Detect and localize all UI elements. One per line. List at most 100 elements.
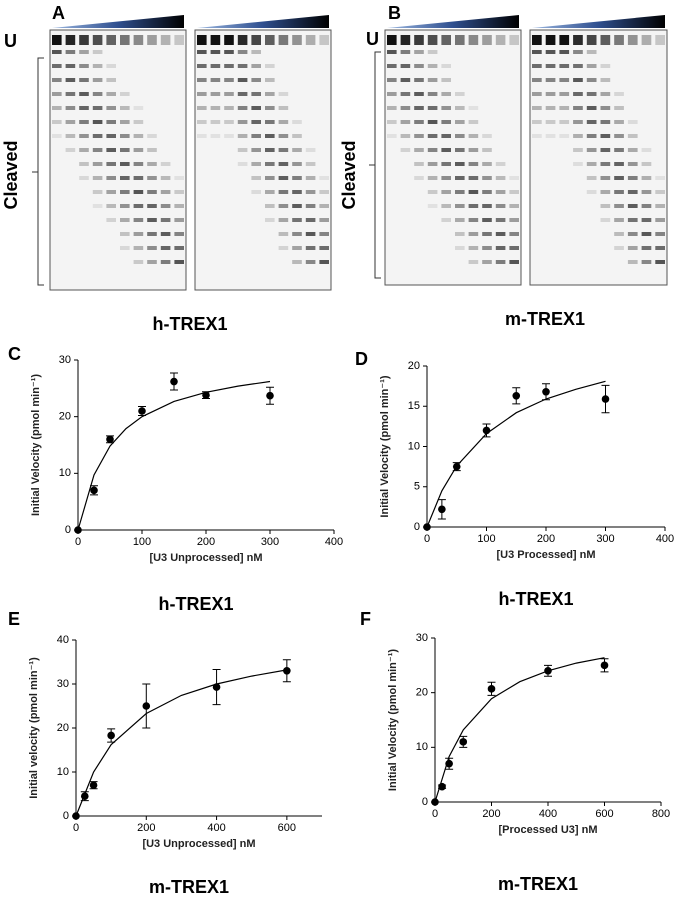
band	[224, 78, 234, 82]
band	[92, 148, 103, 152]
band	[120, 176, 130, 180]
data-point	[600, 661, 609, 670]
band	[319, 246, 329, 250]
band	[278, 134, 289, 138]
fit-curve	[75, 669, 288, 817]
band	[600, 204, 611, 208]
band	[265, 106, 275, 110]
band	[586, 78, 597, 82]
band	[427, 64, 438, 68]
band	[482, 204, 492, 208]
band	[655, 232, 665, 236]
band	[600, 120, 611, 124]
band	[627, 204, 638, 208]
band	[278, 162, 289, 166]
band	[627, 190, 638, 194]
data-point	[90, 486, 98, 495]
band	[482, 134, 492, 138]
x-tick-label: 0	[432, 808, 438, 820]
band	[160, 190, 171, 194]
band	[614, 246, 624, 250]
band	[120, 232, 130, 236]
band	[586, 148, 597, 152]
band	[292, 246, 302, 250]
band	[400, 78, 411, 82]
band	[278, 204, 289, 208]
x-tick-label: 200	[482, 808, 500, 820]
x-tick-label: 400	[207, 822, 225, 834]
data-point	[106, 435, 114, 444]
band	[174, 176, 184, 180]
band	[627, 232, 638, 236]
band	[210, 64, 221, 68]
band	[455, 190, 465, 194]
band	[586, 162, 597, 166]
band	[147, 246, 157, 250]
band	[655, 246, 665, 250]
band	[573, 50, 583, 54]
band	[106, 35, 116, 45]
band	[427, 78, 438, 82]
data-point	[74, 526, 82, 534]
data-point	[544, 667, 552, 675]
band	[147, 204, 157, 208]
band	[133, 162, 144, 166]
band	[441, 106, 451, 110]
band	[278, 246, 289, 250]
band	[627, 162, 638, 166]
band	[600, 78, 611, 82]
band	[495, 232, 506, 236]
x-tick-label: 200	[137, 822, 155, 834]
band	[65, 78, 76, 82]
band	[600, 218, 611, 222]
band	[292, 120, 302, 124]
y-tick-label: 0	[63, 810, 69, 822]
band	[573, 120, 583, 124]
band	[120, 120, 130, 124]
band	[482, 162, 492, 166]
band	[427, 120, 438, 124]
band	[79, 50, 89, 54]
chart-title: h-TREX1	[498, 589, 573, 609]
band	[559, 134, 570, 138]
band	[655, 260, 665, 264]
data-point	[487, 685, 496, 693]
band	[586, 35, 597, 45]
band	[305, 35, 316, 45]
band	[414, 134, 424, 138]
band	[79, 35, 89, 45]
data-point	[283, 667, 291, 675]
x-tick-label: 200	[537, 533, 555, 545]
data-point	[212, 683, 221, 691]
band	[120, 35, 130, 45]
band	[292, 148, 302, 152]
x-axis-label: [Processed U3] nM	[498, 824, 597, 836]
band	[133, 35, 144, 45]
band	[305, 190, 316, 194]
band	[160, 162, 171, 166]
data-point	[438, 505, 446, 514]
band	[532, 106, 542, 110]
band	[147, 218, 157, 222]
band	[455, 120, 465, 124]
band	[573, 148, 583, 152]
concentration-ramp	[532, 15, 665, 28]
band	[387, 78, 397, 82]
band	[79, 148, 89, 152]
y-tick-label: 0	[422, 796, 428, 808]
y-tick-label: 20	[416, 687, 428, 699]
band	[120, 134, 130, 138]
band	[52, 35, 62, 45]
band	[573, 162, 583, 166]
x-tick-label: 600	[278, 822, 296, 834]
band	[292, 260, 302, 264]
band	[427, 134, 438, 138]
x-tick-label: 0	[424, 533, 430, 545]
band	[160, 232, 171, 236]
band	[292, 190, 302, 194]
band	[79, 162, 89, 166]
band	[427, 106, 438, 110]
band	[120, 190, 130, 194]
band	[414, 106, 424, 110]
